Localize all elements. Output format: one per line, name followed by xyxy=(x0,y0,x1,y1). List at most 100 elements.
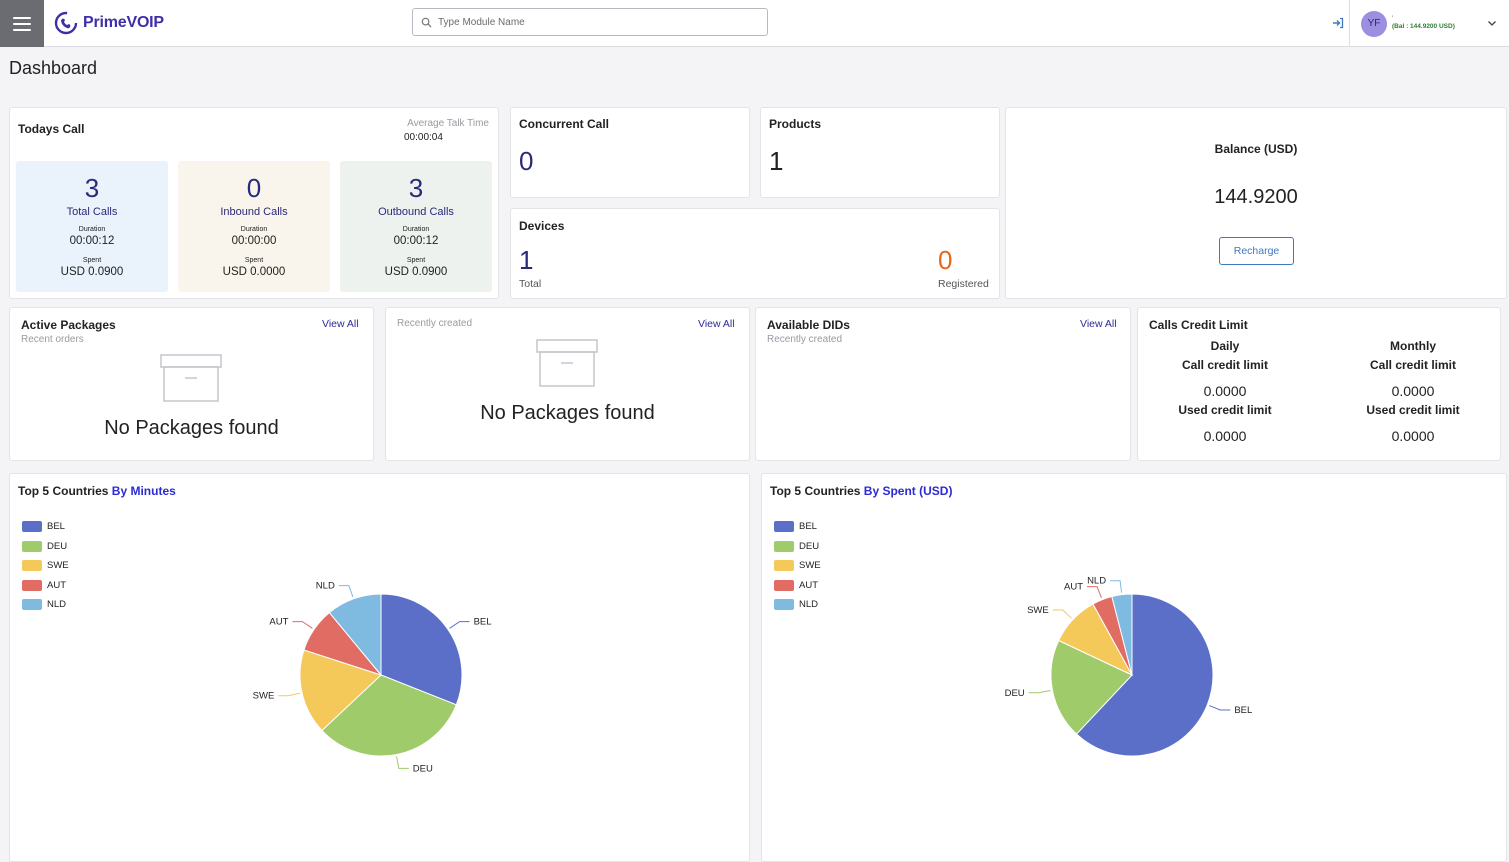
avatar: YF xyxy=(1361,10,1387,37)
products-value: 1 xyxy=(769,146,784,176)
outbound-spent-value: USD 0.0900 xyxy=(384,266,448,278)
pie-label-deu: DEU xyxy=(1005,688,1025,699)
monthly-limit-label: Call credit limit xyxy=(1369,358,1457,372)
devices-total-value: 1 xyxy=(519,245,534,275)
legend-swatch xyxy=(774,560,794,572)
balance-text: (Bal : 144.9200 USD) xyxy=(1392,23,1455,31)
user-info: ' (Bal : 144.9200 USD) xyxy=(1392,16,1455,31)
legend-label: DEU xyxy=(799,540,820,552)
available-dids-subtitle: Recently created xyxy=(767,334,843,345)
total-calls-value: 3 xyxy=(84,173,100,203)
products-title: Products xyxy=(769,117,822,131)
user-name: ' xyxy=(1392,16,1394,23)
pie-slice-swe[interactable] xyxy=(299,649,382,732)
legend-item-nld[interactable]: NLD xyxy=(22,595,69,615)
active-packages-title: Active Packages xyxy=(21,318,116,332)
recent-packages-subtitle: Recently created xyxy=(397,318,473,329)
chevron-down-icon[interactable] xyxy=(1487,18,1497,28)
module-search[interactable] xyxy=(412,8,768,36)
inbound-calls-value: 0 xyxy=(246,173,262,203)
chart-title-prefix: Top 5 Countries xyxy=(770,484,861,498)
monthly-heading: Monthly xyxy=(1390,339,1436,353)
pie-slice-bel[interactable] xyxy=(1075,593,1214,757)
chart-title-accent: By Minutes xyxy=(111,484,176,498)
pie-label-line xyxy=(1052,609,1072,619)
menu-toggle-button[interactable] xyxy=(0,0,44,47)
avg-talk-label: Average Talk Time xyxy=(407,118,489,129)
legend-item-swe[interactable]: SWE xyxy=(774,556,821,576)
legend-swatch xyxy=(22,579,42,591)
legend-label: SWE xyxy=(47,560,69,572)
pie-slice-bel[interactable] xyxy=(380,593,463,706)
total-calls-label: Total Calls xyxy=(66,206,118,218)
legend-item-bel[interactable]: BEL xyxy=(22,517,69,537)
legend-item-aut[interactable]: AUT xyxy=(774,576,821,596)
available-dids-view-all-link[interactable]: View All xyxy=(1080,318,1117,330)
daily-used-label: Used credit limit xyxy=(1178,403,1272,417)
duration-label: Duration xyxy=(402,226,430,233)
active-packages-card: Active Packages Recent orders View All N… xyxy=(9,307,374,461)
concurrent-call-value: 0 xyxy=(519,146,534,176)
todays-call-card: Todays Call Average Talk Time 00:00:04 3… xyxy=(9,107,499,299)
legend-label: BEL xyxy=(47,521,65,533)
pie-label-aut: AUT xyxy=(269,617,288,628)
pie-slice-deu[interactable] xyxy=(321,674,457,757)
legend-item-aut[interactable]: AUT xyxy=(22,576,69,596)
no-packages-text: No Packages found xyxy=(480,402,655,424)
total-calls-box[interactable]: 3 Total Calls Duration 00:00:12 Spent US… xyxy=(16,161,168,292)
legend-label: AUT xyxy=(799,579,818,591)
recent-packages-view-all-link[interactable]: View All xyxy=(698,318,735,330)
legend-swatch xyxy=(774,521,794,533)
pie-label-line xyxy=(449,621,470,629)
user-menu[interactable]: YF ' (Bal : 144.9200 USD) xyxy=(1349,0,1509,47)
chart-legend: BEL DEU SWE AUT NLD xyxy=(22,517,69,615)
active-packages-view-all-link[interactable]: View All xyxy=(322,318,359,330)
total-spent-value: USD 0.0900 xyxy=(60,266,124,278)
logo[interactable]: PrimeVOIP xyxy=(53,8,164,38)
outbound-calls-box[interactable]: 3 Outbound Calls Duration 00:00:12 Spent… xyxy=(340,161,492,292)
active-packages-subtitle: Recent orders xyxy=(21,334,84,345)
credit-limit-title: Calls Credit Limit xyxy=(1149,318,1248,332)
pie-slice-deu[interactable] xyxy=(1050,639,1133,735)
pie-label-swe: SWE xyxy=(1027,605,1049,616)
inbound-calls-box[interactable]: 0 Inbound Calls Duration 00:00:00 Spent … xyxy=(178,161,330,292)
chart-title-prefix: Top 5 Countries xyxy=(18,484,109,498)
legend-item-nld[interactable]: NLD xyxy=(774,595,821,615)
todays-call-title: Todays Call xyxy=(18,122,85,136)
total-duration-value: 00:00:12 xyxy=(69,235,115,247)
spent-label: Spent xyxy=(82,257,102,264)
outbound-duration-value: 00:00:12 xyxy=(393,235,439,247)
daily-limit-value: 0.0000 xyxy=(1203,383,1247,399)
outbound-calls-value: 3 xyxy=(408,173,424,203)
legend-item-deu[interactable]: DEU xyxy=(22,537,69,557)
recharge-button[interactable]: Recharge xyxy=(1219,237,1294,265)
pie-label-bel: BEL xyxy=(474,617,492,628)
monthly-credit-column: Monthly Call credit limit 0.0000 Used cr… xyxy=(1328,337,1498,446)
chart-title: Top 5 Countries By Minutes xyxy=(18,484,176,498)
monthly-used-value: 0.0000 xyxy=(1391,428,1435,444)
search-icon xyxy=(421,17,432,28)
top-countries-spent-card: Top 5 Countries By Spent (USD) BEL DEU SWE… xyxy=(761,473,1507,862)
pie-chart: BEL DEU SWE AUT NLD xyxy=(253,581,492,775)
legend-swatch xyxy=(774,540,794,552)
available-dids-title: Available DIDs xyxy=(767,318,850,332)
search-input[interactable] xyxy=(438,16,758,28)
legend-item-bel[interactable]: BEL xyxy=(774,517,821,537)
monthly-limit-value: 0.0000 xyxy=(1391,383,1435,399)
legend-item-swe[interactable]: SWE xyxy=(22,556,69,576)
top-countries-minutes-card: Top 5 Countries By Minutes BEL DEU SWE AUT N… xyxy=(9,473,750,862)
concurrent-call-title: Concurrent Call xyxy=(519,117,610,131)
pie-label-bel: BEL xyxy=(1234,705,1252,716)
pie-label-line xyxy=(292,621,313,629)
pie-slice-nld[interactable] xyxy=(328,593,382,677)
pie-label-line xyxy=(1087,586,1102,599)
pie-label-aut: AUT xyxy=(1064,582,1083,593)
pie-label-nld: NLD xyxy=(316,581,335,592)
balance-title: Balance (USD) xyxy=(1214,142,1298,156)
top-bar: PrimeVOIP YF ' (Bal : 144.9200 USD) xyxy=(0,0,1509,47)
pie-slice-nld[interactable] xyxy=(1111,593,1133,676)
legend-item-deu[interactable]: DEU xyxy=(774,537,821,557)
logout-icon[interactable] xyxy=(1331,14,1345,32)
pie-label-nld: NLD xyxy=(1087,576,1106,587)
pie-label-line xyxy=(278,692,301,697)
